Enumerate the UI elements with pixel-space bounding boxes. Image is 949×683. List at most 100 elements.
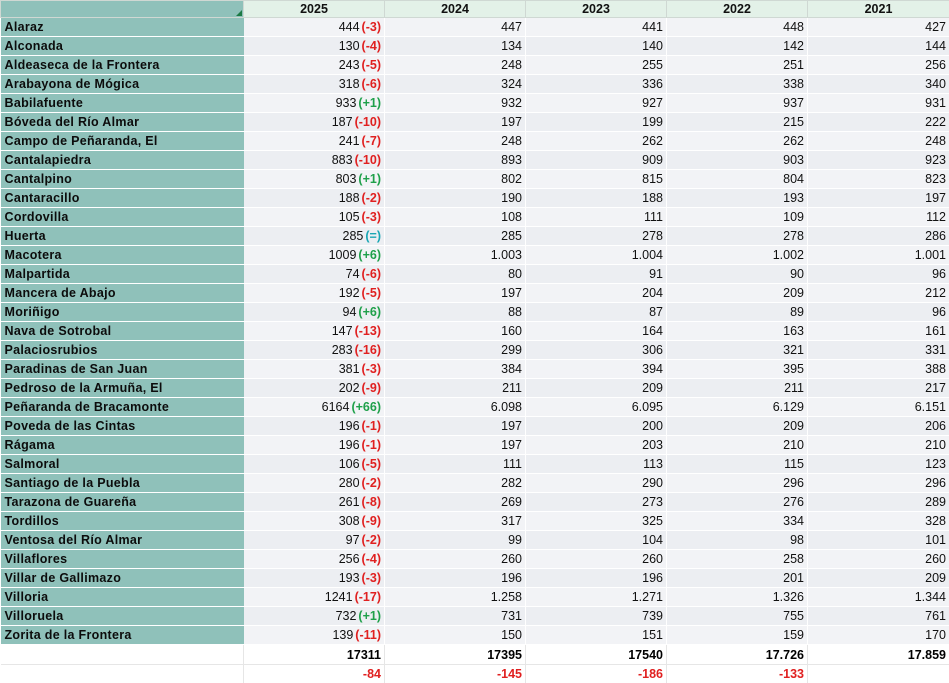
value-2025[interactable]: 318(-6) bbox=[244, 75, 385, 94]
value-2023[interactable]: 204 bbox=[526, 284, 667, 303]
value-2021[interactable]: 217 bbox=[808, 379, 949, 398]
value-2025[interactable]: 105(-3) bbox=[244, 208, 385, 227]
header-2025[interactable]: 2025 bbox=[244, 1, 385, 18]
value-2025[interactable]: 283(-16) bbox=[244, 341, 385, 360]
value-2024[interactable]: 248 bbox=[385, 56, 526, 75]
value-2021[interactable]: 112 bbox=[808, 208, 949, 227]
value-2023[interactable]: 1.271 bbox=[526, 588, 667, 607]
value-2025[interactable]: 97(-2) bbox=[244, 531, 385, 550]
municipality-name[interactable]: Palaciosrubios bbox=[1, 341, 244, 360]
value-2023[interactable]: 325 bbox=[526, 512, 667, 531]
value-2024[interactable]: 317 bbox=[385, 512, 526, 531]
change-2025[interactable]: -84 bbox=[244, 665, 385, 683]
value-2022[interactable]: 448 bbox=[667, 18, 808, 37]
value-2024[interactable]: 108 bbox=[385, 208, 526, 227]
municipality-name[interactable]: Huerta bbox=[1, 227, 244, 246]
value-2022[interactable]: 115 bbox=[667, 455, 808, 474]
value-2024[interactable]: 324 bbox=[385, 75, 526, 94]
header-2021[interactable]: 2021 bbox=[808, 1, 949, 18]
value-2023[interactable]: 151 bbox=[526, 626, 667, 645]
value-2021[interactable]: 256 bbox=[808, 56, 949, 75]
value-2022[interactable]: 98 bbox=[667, 531, 808, 550]
value-2023[interactable]: 104 bbox=[526, 531, 667, 550]
value-2025[interactable]: 1241(-17) bbox=[244, 588, 385, 607]
value-2022[interactable]: 159 bbox=[667, 626, 808, 645]
value-2025[interactable]: 74(-6) bbox=[244, 265, 385, 284]
value-2023[interactable]: 188 bbox=[526, 189, 667, 208]
value-2023[interactable]: 200 bbox=[526, 417, 667, 436]
value-2023[interactable]: 255 bbox=[526, 56, 667, 75]
value-2023[interactable]: 209 bbox=[526, 379, 667, 398]
municipality-name[interactable]: Villaflores bbox=[1, 550, 244, 569]
value-2023[interactable]: 306 bbox=[526, 341, 667, 360]
value-2022[interactable]: 755 bbox=[667, 607, 808, 626]
municipality-name[interactable]: Cordovilla bbox=[1, 208, 244, 227]
municipality-name[interactable]: Tarazona de Guareña bbox=[1, 493, 244, 512]
value-2024[interactable]: 80 bbox=[385, 265, 526, 284]
value-2025[interactable]: 883(-10) bbox=[244, 151, 385, 170]
value-2022[interactable]: 937 bbox=[667, 94, 808, 113]
value-2021[interactable]: 340 bbox=[808, 75, 949, 94]
municipality-name[interactable]: Peñaranda de Bracamonte bbox=[1, 398, 244, 417]
value-2021[interactable]: 161 bbox=[808, 322, 949, 341]
value-2023[interactable]: 111 bbox=[526, 208, 667, 227]
value-2023[interactable]: 199 bbox=[526, 113, 667, 132]
value-2024[interactable]: 196 bbox=[385, 569, 526, 588]
municipality-name[interactable]: Pedroso de la Armuña, El bbox=[1, 379, 244, 398]
value-2024[interactable]: 160 bbox=[385, 322, 526, 341]
value-2024[interactable]: 248 bbox=[385, 132, 526, 151]
value-2022[interactable]: 89 bbox=[667, 303, 808, 322]
municipality-name[interactable]: Alaraz bbox=[1, 18, 244, 37]
value-2025[interactable]: 106(-5) bbox=[244, 455, 385, 474]
value-2022[interactable]: 262 bbox=[667, 132, 808, 151]
value-2021[interactable]: 212 bbox=[808, 284, 949, 303]
change-2022[interactable]: -133 bbox=[667, 665, 808, 683]
value-2025[interactable]: 202(-9) bbox=[244, 379, 385, 398]
value-2022[interactable]: 321 bbox=[667, 341, 808, 360]
municipality-name[interactable]: Villoria bbox=[1, 588, 244, 607]
value-2023[interactable]: 87 bbox=[526, 303, 667, 322]
value-2022[interactable]: 201 bbox=[667, 569, 808, 588]
value-2025[interactable]: 803(+1) bbox=[244, 170, 385, 189]
value-2025[interactable]: 1009(+6) bbox=[244, 246, 385, 265]
value-2021[interactable]: 931 bbox=[808, 94, 949, 113]
value-2022[interactable]: 215 bbox=[667, 113, 808, 132]
value-2023[interactable]: 290 bbox=[526, 474, 667, 493]
value-2024[interactable]: 299 bbox=[385, 341, 526, 360]
value-2024[interactable]: 1.003 bbox=[385, 246, 526, 265]
value-2021[interactable]: 144 bbox=[808, 37, 949, 56]
municipality-name[interactable]: Salmoral bbox=[1, 455, 244, 474]
value-2023[interactable]: 196 bbox=[526, 569, 667, 588]
value-2021[interactable]: 923 bbox=[808, 151, 949, 170]
value-2024[interactable]: 384 bbox=[385, 360, 526, 379]
total-2022[interactable]: 17.726 bbox=[667, 645, 808, 665]
value-2024[interactable]: 1.258 bbox=[385, 588, 526, 607]
value-2025[interactable]: 241(-7) bbox=[244, 132, 385, 151]
value-2024[interactable]: 731 bbox=[385, 607, 526, 626]
municipality-name[interactable]: Santiago de la Puebla bbox=[1, 474, 244, 493]
value-2022[interactable]: 395 bbox=[667, 360, 808, 379]
value-2022[interactable]: 209 bbox=[667, 417, 808, 436]
value-2022[interactable]: 296 bbox=[667, 474, 808, 493]
value-2025[interactable]: 308(-9) bbox=[244, 512, 385, 531]
value-2024[interactable]: 150 bbox=[385, 626, 526, 645]
value-2024[interactable]: 197 bbox=[385, 284, 526, 303]
value-2022[interactable]: 251 bbox=[667, 56, 808, 75]
value-2022[interactable]: 6.129 bbox=[667, 398, 808, 417]
value-2025[interactable]: 196(-1) bbox=[244, 417, 385, 436]
value-2025[interactable]: 187(-10) bbox=[244, 113, 385, 132]
value-2024[interactable]: 447 bbox=[385, 18, 526, 37]
value-2023[interactable]: 739 bbox=[526, 607, 667, 626]
value-2022[interactable]: 209 bbox=[667, 284, 808, 303]
municipality-name[interactable]: Ventosa del Río Almar bbox=[1, 531, 244, 550]
value-2025[interactable]: 261(-8) bbox=[244, 493, 385, 512]
value-2022[interactable]: 1.326 bbox=[667, 588, 808, 607]
value-2024[interactable]: 190 bbox=[385, 189, 526, 208]
value-2023[interactable]: 927 bbox=[526, 94, 667, 113]
value-2025[interactable]: 285(=) bbox=[244, 227, 385, 246]
value-2024[interactable]: 197 bbox=[385, 417, 526, 436]
value-2023[interactable]: 909 bbox=[526, 151, 667, 170]
value-2024[interactable]: 211 bbox=[385, 379, 526, 398]
value-2022[interactable]: 804 bbox=[667, 170, 808, 189]
municipality-name[interactable]: Aldeaseca de la Frontera bbox=[1, 56, 244, 75]
